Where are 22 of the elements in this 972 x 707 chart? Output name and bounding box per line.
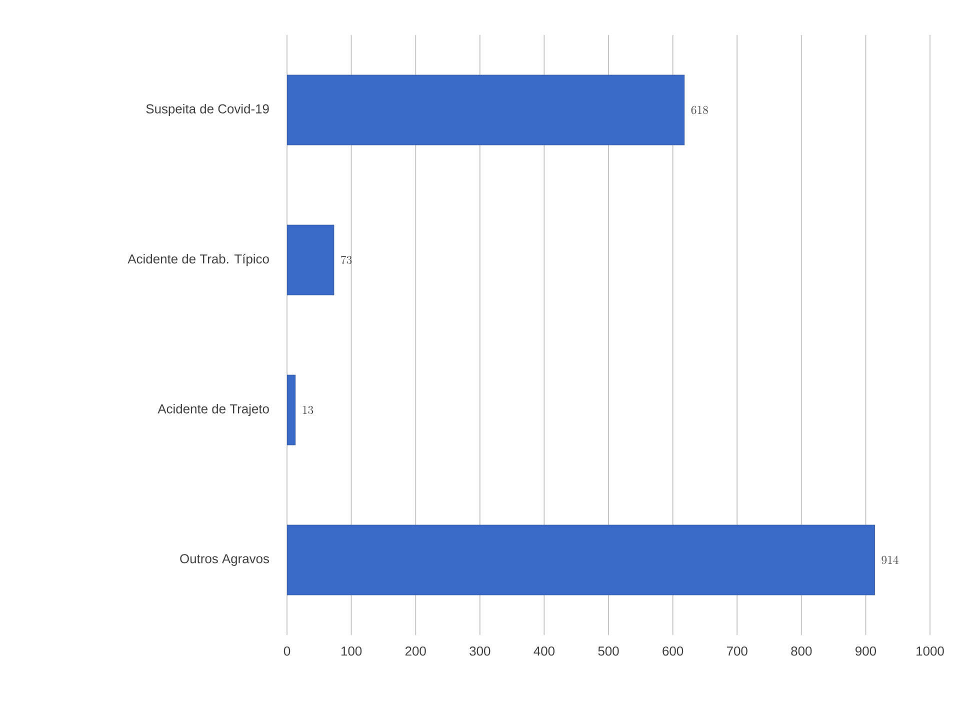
data-label: 73: [341, 256, 352, 264]
x-tick-label: 100: [341, 646, 362, 656]
y-tick-label: Acidente de Trajeto: [158, 404, 269, 416]
x-tick-label: 800: [791, 646, 812, 656]
data-label: 618: [691, 106, 708, 114]
data-label: 13: [302, 406, 314, 414]
x-tick-label: 0: [284, 646, 290, 656]
x-tick-label: 200: [405, 646, 426, 656]
x-tick-label: 900: [856, 646, 876, 656]
x-tick-label: 600: [662, 646, 684, 656]
x-tick-label: 300: [470, 646, 490, 656]
bar: [287, 74, 685, 146]
x-tick-label: 1000: [916, 646, 944, 656]
y-tick-label: Suspeita de Covid-19: [146, 104, 269, 116]
x-tick-label: 700: [726, 646, 748, 656]
bar: [287, 224, 334, 296]
x-tick-label: 400: [534, 646, 555, 656]
bar: [287, 524, 875, 596]
data-label: 914: [882, 556, 898, 564]
y-tick-label: Acidente de Trab. Típico: [128, 254, 269, 266]
y-tick-label: Outros Agravos: [180, 554, 270, 566]
x-tick-label: 500: [598, 646, 619, 656]
